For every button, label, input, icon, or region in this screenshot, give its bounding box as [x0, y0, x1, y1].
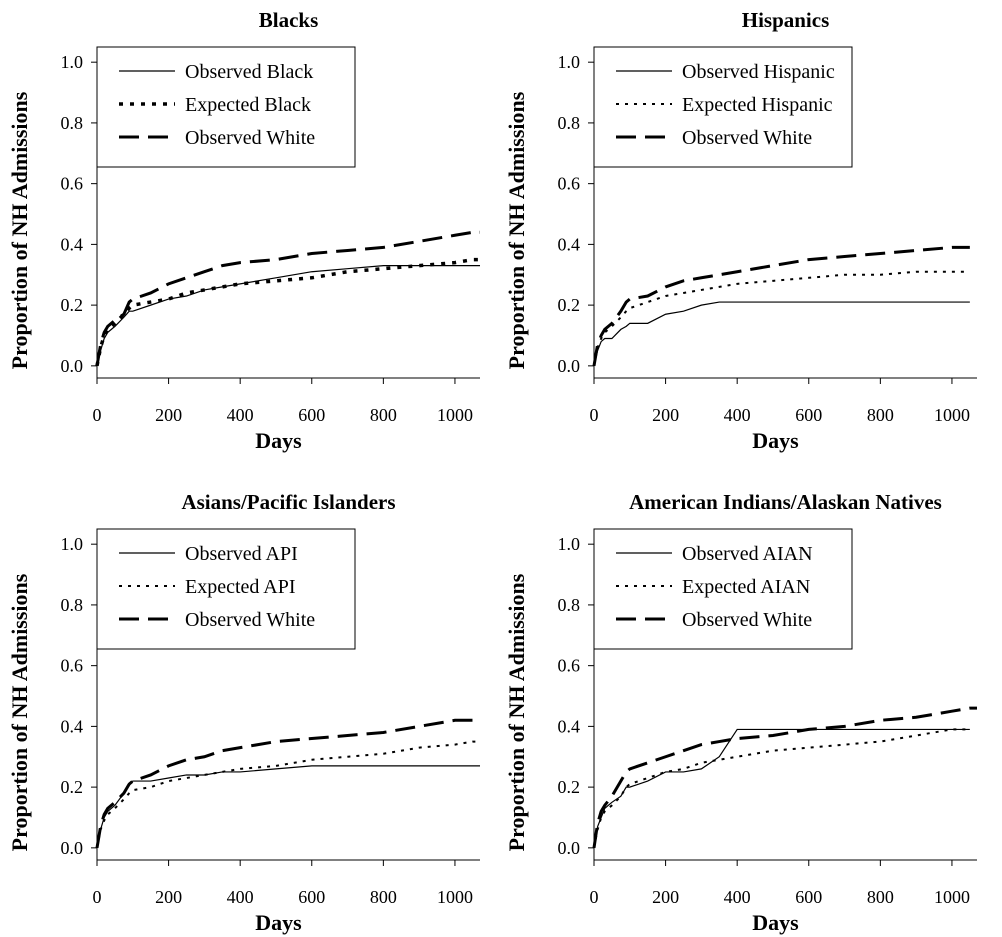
x-axis-label: Days [752, 910, 799, 935]
series-line [96, 740, 480, 849]
y-tick-label: 0.8 [558, 595, 581, 615]
legend-label: Observed AIAN [682, 543, 813, 565]
panel: Asians/Pacific Islanders Proportion of NH… [7, 490, 480, 935]
legend-label: Observed White [682, 609, 812, 631]
panel-title: Hispanics [742, 8, 830, 32]
x-tick-label: 0 [590, 405, 599, 425]
y-tick-label: 1.0 [558, 52, 581, 72]
series-line [96, 265, 480, 366]
x-tick-label: 0 [590, 887, 599, 907]
y-tick-label: 0.4 [61, 234, 84, 254]
x-tick-label: 400 [227, 887, 254, 907]
x-tick-label: 0 [93, 887, 102, 907]
panel-title: Blacks [259, 8, 319, 32]
x-axis-label: Days [255, 910, 302, 935]
y-tick-label: 0.6 [558, 656, 581, 676]
x-tick-label: 800 [370, 887, 397, 907]
x-axis-label: Days [255, 428, 302, 453]
y-tick-label: 0.6 [61, 656, 84, 676]
series-line [592, 245, 970, 367]
y-tick-label: 0.8 [61, 113, 84, 133]
legend-box [593, 46, 853, 168]
y-tick-label: 0.4 [61, 716, 84, 736]
legend-label: Observed White [185, 127, 315, 149]
legend-label: Expected Hispanic [682, 94, 833, 116]
y-tick-label: 0.6 [558, 174, 581, 194]
x-tick-label: 600 [298, 887, 325, 907]
x-tick-label: 800 [370, 405, 397, 425]
y-tick-label: 1.0 [61, 534, 84, 554]
series-line [592, 706, 977, 849]
series-line [593, 301, 970, 366]
x-tick-label: 400 [724, 405, 751, 425]
x-tick-label: 600 [795, 887, 822, 907]
x-tick-label: 1000 [437, 887, 473, 907]
legend-label: Observed Hispanic [682, 61, 835, 83]
y-tick-label: 0.4 [558, 234, 581, 254]
x-tick-label: 200 [155, 405, 182, 425]
legend-label: Expected AIAN [682, 576, 810, 598]
legend-label: Expected API [185, 576, 296, 598]
y-tick-label: 0.2 [61, 777, 84, 797]
panel: Hispanics Proportion of NH Admissions Days… [504, 8, 977, 453]
y-tick-label: 1.0 [61, 52, 84, 72]
legend-box [96, 46, 356, 168]
legend: Observed Hispanic Expected Hispanic Observ… [593, 46, 853, 168]
y-tick-label: 0.4 [558, 716, 581, 736]
y-tick-label: 0.0 [558, 838, 581, 858]
series-line [593, 728, 970, 849]
panel-title: American Indians/Alaskan Natives [629, 490, 942, 514]
panel-title: Asians/Pacific Islanders [181, 490, 395, 514]
y-tick-label: 0.0 [61, 356, 84, 376]
legend-label: Observed Black [185, 61, 313, 83]
panel: Blacks Proportion of NH Admissions Days 0.0… [7, 8, 480, 453]
x-tick-label: 600 [298, 405, 325, 425]
y-tick-label: 0.8 [61, 595, 84, 615]
series-line [96, 765, 480, 848]
legend-label: Expected Black [185, 94, 311, 116]
y-tick-label: 0.8 [558, 113, 581, 133]
legend: Observed API Expected API Observed White [96, 528, 356, 650]
y-axis-label: Proportion of NH Admissions [504, 91, 529, 369]
y-axis-label: Proportion of NH Admissions [7, 573, 32, 851]
legend: Observed AIAN Expected AIAN Observed White [593, 528, 853, 650]
x-tick-label: 1000 [437, 405, 473, 425]
x-tick-label: 800 [867, 405, 894, 425]
legend-box [96, 528, 356, 650]
legend-label: Observed White [185, 609, 315, 631]
y-tick-label: 0.6 [61, 174, 84, 194]
y-axis-label: Proportion of NH Admissions [7, 91, 32, 369]
x-tick-label: 0 [93, 405, 102, 425]
y-axis-label: Proportion of NH Admissions [504, 573, 529, 851]
y-tick-label: 1.0 [558, 534, 581, 554]
x-tick-label: 1000 [934, 405, 970, 425]
y-tick-label: 0.2 [558, 295, 581, 315]
series-line [593, 728, 970, 848]
x-tick-label: 200 [652, 887, 679, 907]
y-tick-label: 0.2 [558, 777, 581, 797]
series-line [95, 257, 480, 367]
y-tick-label: 0.2 [61, 295, 84, 315]
x-tick-label: 200 [155, 887, 182, 907]
x-tick-label: 200 [652, 405, 679, 425]
legend-label: Observed API [185, 543, 298, 565]
series-line [95, 230, 480, 367]
y-tick-label: 0.0 [558, 356, 581, 376]
x-tick-label: 600 [795, 405, 822, 425]
x-tick-label: 400 [227, 405, 254, 425]
legend-box [593, 528, 853, 650]
y-tick-label: 0.0 [61, 838, 84, 858]
x-tick-label: 1000 [934, 887, 970, 907]
x-tick-label: 400 [724, 887, 751, 907]
x-axis-label: Days [752, 428, 799, 453]
legend-label: Observed White [682, 127, 812, 149]
series-line [95, 718, 480, 849]
panel: American Indians/Alaskan Natives Proporti… [504, 490, 977, 935]
series-line [593, 270, 970, 367]
x-tick-label: 800 [867, 887, 894, 907]
legend: Observed Black Expected Black Observed Whi… [96, 46, 356, 168]
